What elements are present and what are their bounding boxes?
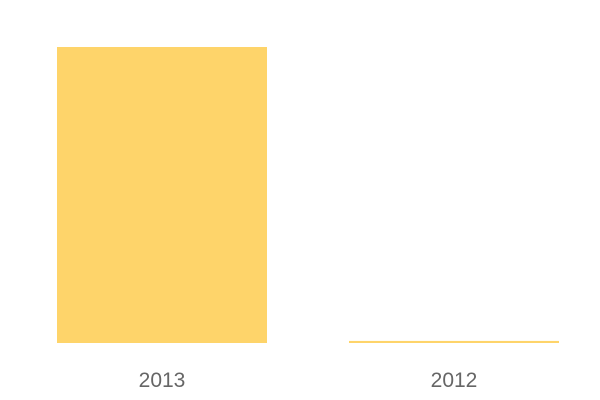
x-tick-label: 2012 [431,369,478,392]
bar-2013 [57,47,267,343]
x-tick-label: 2013 [139,369,186,392]
bar-2012 [349,340,559,343]
